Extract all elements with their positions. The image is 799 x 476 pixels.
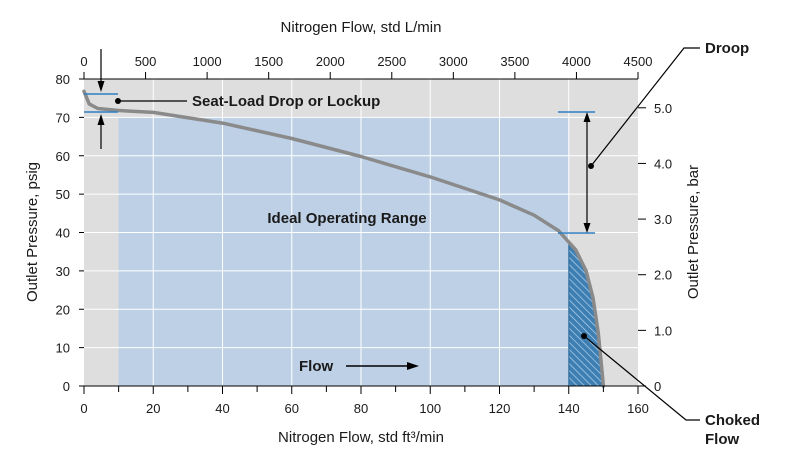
y-right-tick-label-1.0: 1.0 xyxy=(654,323,672,338)
y-left-axis-title: Outlet Pressure, psig xyxy=(24,162,41,302)
choked-flow-label-line1: Choked xyxy=(705,412,760,429)
flow-label: Flow xyxy=(299,358,333,375)
y-left-tick-label-40: 40 xyxy=(56,226,70,241)
top-axis-ticks: 0 500 1000 1500 2000 2500 3000 3500 4000 4500 xyxy=(80,54,652,79)
y-left-tick-label-10: 10 xyxy=(56,341,70,356)
x-top-tick-label-500: 500 xyxy=(135,54,157,69)
y-left-tick-label-30: 30 xyxy=(56,264,70,279)
droop-callout-line xyxy=(590,47,700,167)
x-top-tick-label-0: 0 xyxy=(80,54,87,69)
y-right-tick-label-3.0: 3.0 xyxy=(654,212,672,227)
left-axis-ticks: 0 10 20 30 40 50 60 70 80 xyxy=(56,72,84,394)
y-right-axis-title: Outlet Pressure, bar xyxy=(685,165,702,299)
y-left-tick-label-20: 20 xyxy=(56,302,70,317)
y-right-tick-label-5.0: 5.0 xyxy=(654,101,672,116)
x-bottom-tick-label-120: 120 xyxy=(489,401,511,416)
x-top-tick-label-1500: 1500 xyxy=(254,54,283,69)
lockup-arrow-down-head xyxy=(97,81,105,92)
x-bottom-tick-label-60: 60 xyxy=(285,401,299,416)
x-top-tick-label-4000: 4000 xyxy=(562,54,591,69)
x-top-tick-label-3000: 3000 xyxy=(439,54,468,69)
x-bottom-tick-label-80: 80 xyxy=(354,401,368,416)
ideal-operating-region xyxy=(118,117,569,386)
droop-label: Droop xyxy=(705,40,749,57)
lockup-label: Seat-Load Drop or Lockup xyxy=(192,93,380,110)
droop-marker: Droop xyxy=(558,40,749,234)
pressure-flow-curve xyxy=(82,89,606,388)
y-right-tick-label-2.0: 2.0 xyxy=(654,268,672,283)
x-top-axis-title: Nitrogen Flow, std L/min xyxy=(281,19,442,36)
ideal-operating-range-label: Ideal Operating Range xyxy=(267,210,426,227)
choked-callout-line xyxy=(583,335,700,421)
x-top-tick-label-2500: 2500 xyxy=(377,54,406,69)
lockup-marker: Seat-Load Drop or Lockup xyxy=(84,49,380,149)
x-bottom-axis-title: Nitrogen Flow, std ft³/min xyxy=(278,429,444,446)
x-bottom-tick-label-40: 40 xyxy=(215,401,229,416)
x-top-tick-label-4500: 4500 xyxy=(624,54,653,69)
choked-flow-marker: Choked Flow xyxy=(581,333,764,448)
x-bottom-tick-label-20: 20 xyxy=(146,401,160,416)
choked-flow-label-line2: Flow xyxy=(705,431,739,448)
x-bottom-tick-label-0: 0 xyxy=(80,401,87,416)
x-bottom-tick-label-140: 140 xyxy=(558,401,580,416)
y-right-tick-label-4.0: 4.0 xyxy=(654,156,672,171)
y-left-tick-label-70: 70 xyxy=(56,110,70,125)
x-top-tick-label-3500: 3500 xyxy=(500,54,529,69)
x-bottom-tick-label-100: 100 xyxy=(419,401,441,416)
y-left-tick-label-60: 60 xyxy=(56,149,70,164)
right-axis-ticks: 0 1.0 2.0 3.0 4.0 5.0 xyxy=(638,101,672,394)
y-left-tick-label-0: 0 xyxy=(63,379,70,394)
y-left-tick-label-50: 50 xyxy=(56,187,70,202)
lockup-arrow-up-head xyxy=(97,114,105,125)
droop-arrow-up xyxy=(583,112,591,122)
flow-arrow-head xyxy=(407,362,419,370)
bottom-axis-ticks: 0 20 40 60 80 100 120 140 160 xyxy=(80,386,649,416)
choked-flow-label: Choked Flow xyxy=(705,412,764,448)
y-right-tick-label-0: 0 xyxy=(654,379,661,394)
droop-arrow-down xyxy=(583,223,591,233)
x-top-tick-label-1000: 1000 xyxy=(193,54,222,69)
flow-direction-arrow: Flow xyxy=(299,358,419,375)
x-top-tick-label-2000: 2000 xyxy=(316,54,345,69)
x-bottom-tick-label-160: 160 xyxy=(627,401,649,416)
y-left-tick-label-80: 80 xyxy=(56,72,70,87)
